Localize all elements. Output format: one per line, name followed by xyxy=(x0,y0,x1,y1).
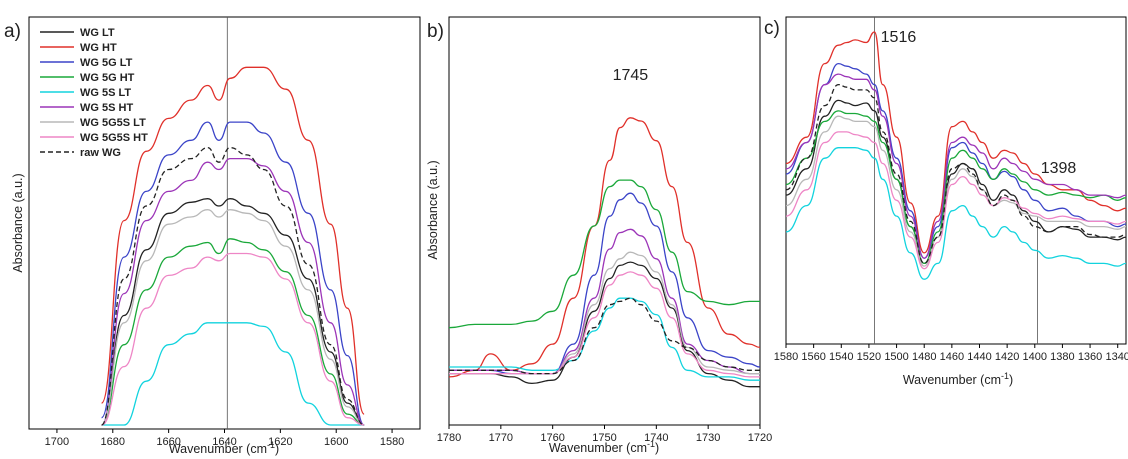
x-tick-label: 1660 xyxy=(156,436,180,448)
legend-label-wg-5g5s-lt: WG 5G5S LT xyxy=(80,117,146,129)
series-line-raw-wg xyxy=(449,297,760,375)
x-tick-label: 1750 xyxy=(592,432,616,444)
x-tick-label: 1640 xyxy=(212,436,236,448)
series-line-wg-lt xyxy=(449,261,760,388)
series-line-wg-5g-lt xyxy=(786,62,1126,259)
x-tick-label: 1520 xyxy=(857,351,881,363)
series-line-raw-wg xyxy=(786,83,1126,265)
legend-label-wg-5s-ht: WG 5S HT xyxy=(80,102,133,114)
peak-annotation: 1516 xyxy=(881,29,917,46)
x-tick-label: 1420 xyxy=(995,351,1019,363)
x-tick-label: 1380 xyxy=(1050,351,1074,363)
series-line-wg-5s-lt xyxy=(786,147,1126,280)
x-tick-label: 1460 xyxy=(940,351,964,363)
panel-a-letter: a) xyxy=(4,21,21,42)
x-tick-label: 1740 xyxy=(644,432,668,444)
panel-a-plot: 1700 1680 1660 1640 1620 1600 1580 xyxy=(45,17,404,448)
x-tick-label: 1500 xyxy=(884,351,908,363)
series-line-wg-lt xyxy=(100,198,365,426)
x-tick-label: 1720 xyxy=(748,432,772,444)
x-tick-label: 1340 xyxy=(1105,351,1128,363)
panel-a: a) Wavenumber (cm-1) Absorbance (a.u.) 1… xyxy=(4,16,421,456)
panel-b: b) Wavenumber (cm-1) Absorbance (a.u.) 1… xyxy=(426,16,772,455)
peak-annotation: 1398 xyxy=(1041,160,1077,177)
x-tick-label: 1700 xyxy=(45,436,69,448)
series-line-wg-5g-ht xyxy=(786,110,1126,265)
series-line-wg-5s-ht xyxy=(100,157,365,426)
series-line-wg-5s-lt xyxy=(101,322,365,426)
series-line-wg-ht xyxy=(100,66,365,415)
series-line-wg-5s-ht xyxy=(449,228,760,375)
series-line-wg-5g5s-ht xyxy=(786,131,1126,270)
x-tick-label: 1780 xyxy=(437,432,461,444)
x-tick-label: 1600 xyxy=(324,436,348,448)
legend-label-wg-5s-lt: WG 5S LT xyxy=(80,87,131,99)
x-tick-label: 1760 xyxy=(540,432,564,444)
legend-label-wg-5g-lt: WG 5G LT xyxy=(80,57,133,69)
series-line-wg-5s-ht xyxy=(786,73,1126,259)
panel-a-xlabel: Wavenumber (cm-1) xyxy=(169,440,279,456)
legend-label-wg-ht: WG HT xyxy=(80,42,117,54)
panel-c-xlabel: Wavenumber (cm-1) xyxy=(903,371,1013,387)
panel-b-xlabel: Wavenumber (cm-1) xyxy=(549,439,659,455)
legend-label-wg-5g5s-ht: WG 5G5S HT xyxy=(80,132,148,144)
panel-b-letter: b) xyxy=(427,21,444,42)
x-tick-label: 1480 xyxy=(912,351,936,363)
series-line-wg-5g-lt xyxy=(100,121,365,426)
x-tick-label: 1730 xyxy=(696,432,720,444)
x-tick-label: 1620 xyxy=(268,436,292,448)
series-line-wg-5g-ht xyxy=(449,179,760,329)
x-tick-label: 1400 xyxy=(1023,351,1047,363)
series-line-wg-5g5s-lt xyxy=(786,115,1126,267)
panel-a-ylabel: Absorbance (a.u.) xyxy=(11,173,25,272)
panel-c: c) Wavenumber (cm-1) 1580 1560 1540 1520 150… xyxy=(764,16,1128,387)
x-tick-label: 1680 xyxy=(101,436,125,448)
panel-b-ylabel: Absorbance (a.u.) xyxy=(426,160,440,259)
x-tick-label: 1440 xyxy=(967,351,991,363)
legend-label-wg-lt: WG LT xyxy=(80,27,115,39)
legend: WG LT WG HT WG 5G LT WG 5G HT WG 5S LT WG 5S … xyxy=(40,27,148,159)
panel-c-letter: c) xyxy=(764,18,780,39)
legend-label-wg-5g-ht: WG 5G HT xyxy=(80,72,135,84)
series-line-wg-5g-ht xyxy=(101,238,365,426)
panel-b-plot: 1780 1770 1760 1750 1740 1730 1720 1745 xyxy=(437,67,772,444)
panel-c-plot: 1580 1560 1540 1520 1500 1480 1460 1440 1420 1400… xyxy=(774,17,1128,363)
series-line-wg-5g5s-ht xyxy=(101,252,365,426)
x-tick-label: 1580 xyxy=(380,436,404,448)
panel-b-frame xyxy=(448,16,761,426)
x-tick-label: 1580 xyxy=(774,351,798,363)
x-tick-label: 1540 xyxy=(829,351,853,363)
series-line-wg-ht xyxy=(449,117,760,378)
series-line-wg-ht xyxy=(786,31,1126,254)
panel-c-frame xyxy=(785,16,1127,345)
legend-label-raw-wg: raw WG xyxy=(80,147,121,159)
x-tick-label: 1770 xyxy=(489,432,513,444)
series-line-raw-wg xyxy=(100,146,365,426)
x-tick-label: 1360 xyxy=(1078,351,1102,363)
peak-annotation: 1745 xyxy=(613,67,649,84)
series-line-wg-5g5s-ht xyxy=(449,271,760,378)
series-line-wg-5s-lt xyxy=(449,297,760,381)
series-line-wg-5g5s-lt xyxy=(100,209,365,426)
x-tick-label: 1560 xyxy=(801,351,825,363)
